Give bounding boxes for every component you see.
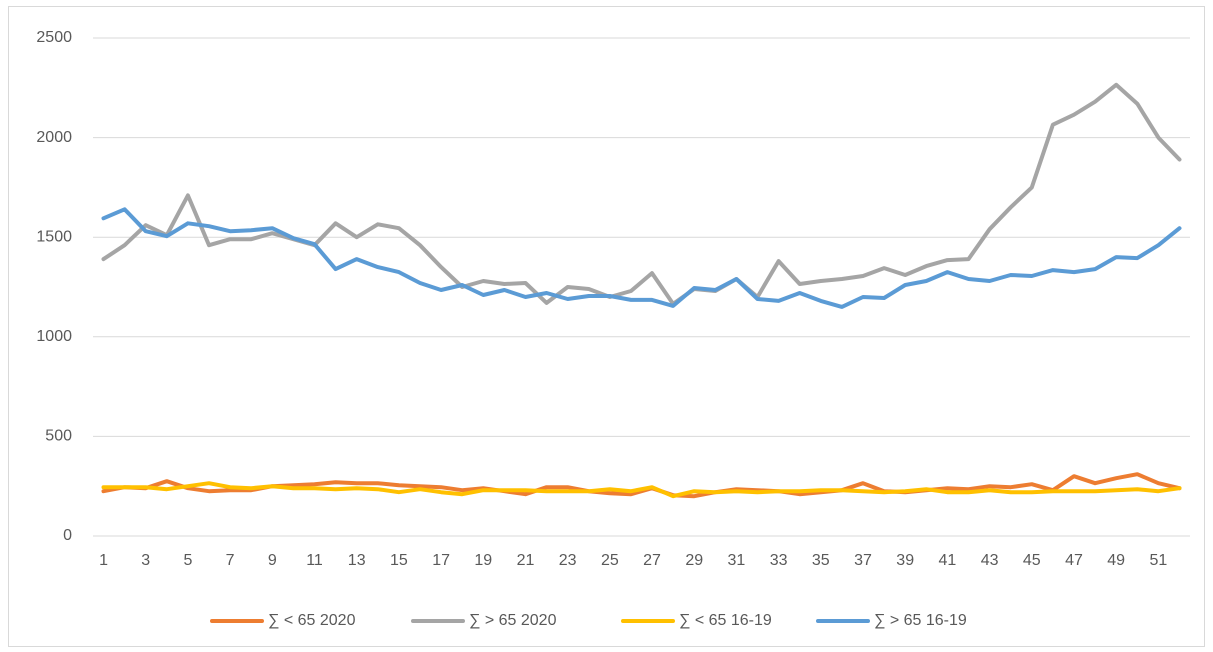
x-tick-label: 19 [474, 552, 492, 569]
x-tick-label: 47 [1065, 552, 1083, 569]
y-tick-label: 0 [63, 527, 72, 544]
x-tick-label: 37 [854, 552, 872, 569]
y-tick-label: 2500 [36, 29, 72, 46]
x-tick-label: 7 [226, 552, 235, 569]
x-tick-label: 23 [559, 552, 577, 569]
y-tick-label: 1000 [36, 328, 72, 345]
x-tick-label: 45 [1023, 552, 1041, 569]
x-tick-label: 41 [938, 552, 956, 569]
legend-label: ∑ > 65 16-19 [874, 612, 967, 629]
x-tick-label: 9 [268, 552, 277, 569]
legend-label: ∑ > 65 2020 [469, 612, 557, 629]
x-tick-label: 43 [981, 552, 999, 569]
x-tick-label: 11 [306, 552, 323, 569]
x-tick-label: 3 [141, 552, 150, 569]
x-tick-label: 17 [432, 552, 450, 569]
x-tick-label: 29 [685, 552, 703, 569]
y-tick-label: 500 [45, 428, 72, 445]
x-tick-label: 31 [728, 552, 746, 569]
x-tick-label: 13 [348, 552, 366, 569]
series-line [101, 481, 1182, 499]
y-tick-label: 2000 [36, 129, 72, 146]
x-tick-label: 15 [390, 552, 408, 569]
x-tick-label: 1 [99, 552, 108, 569]
series-line [101, 82, 1182, 306]
x-tick-label: 21 [517, 552, 535, 569]
legend-label: ∑ < 65 16-19 [679, 612, 772, 629]
x-tick-label: 35 [812, 552, 830, 569]
series-line [101, 207, 1182, 309]
x-tick-label: 27 [643, 552, 661, 569]
y-tick-label: 1500 [36, 228, 72, 245]
chart-border [8, 6, 1205, 647]
x-tick-label: 25 [601, 552, 619, 569]
x-tick-label: 33 [770, 552, 788, 569]
x-tick-label: 49 [1107, 552, 1125, 569]
x-tick-label: 5 [183, 552, 192, 569]
x-tick-label: 39 [896, 552, 914, 569]
x-tick-label: 51 [1149, 552, 1167, 569]
legend-label: ∑ < 65 2020 [268, 612, 356, 629]
